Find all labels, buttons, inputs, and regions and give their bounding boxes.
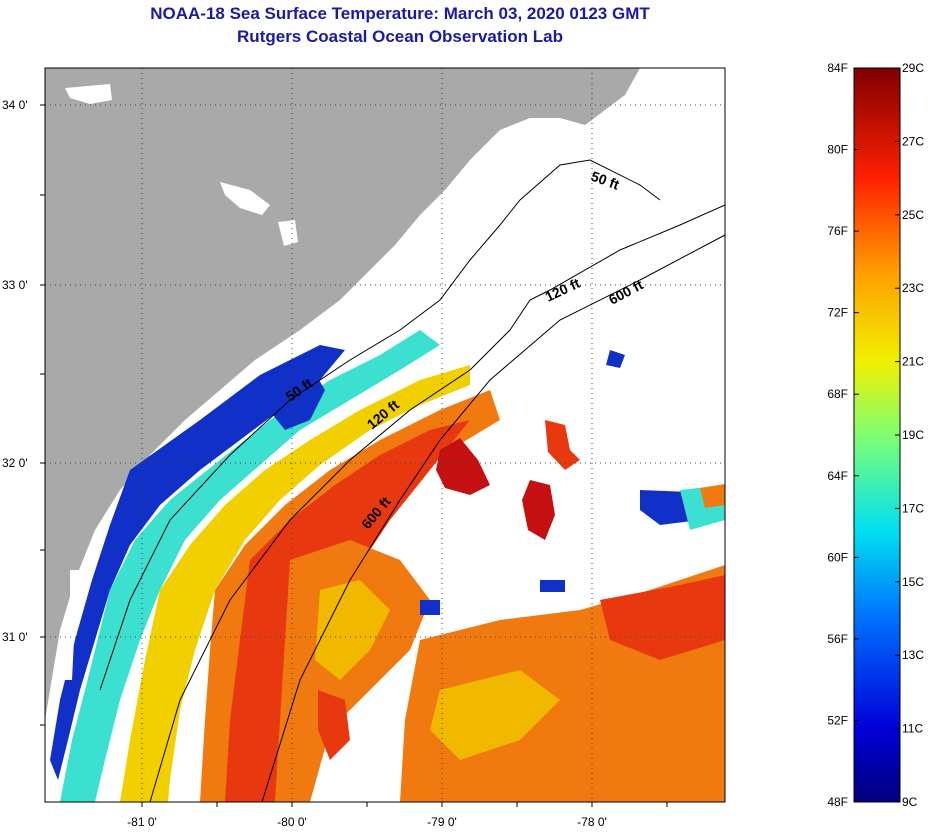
colorbar-label-f: 84F bbox=[827, 61, 848, 75]
colorbar-labels: 84F 80F 76F 72F 68F 64F 60F 56F 52F 48F 29C 27C 25C 2… bbox=[827, 61, 924, 809]
contour-50ft bbox=[99, 159, 661, 691]
land-mass bbox=[45, 68, 640, 720]
colorbar-label-c: 9C bbox=[902, 795, 918, 809]
colorbar-label-f: 64F bbox=[827, 469, 848, 483]
contour-120ft bbox=[149, 204, 725, 802]
lon-label-78: -78 0' bbox=[577, 815, 607, 829]
colorbar-label-f: 60F bbox=[827, 550, 848, 564]
colorbar-label-f: 72F bbox=[827, 306, 848, 320]
lat-label-33: 33 0' bbox=[2, 278, 28, 292]
colorbar-label-f: 48F bbox=[827, 795, 848, 809]
contour-600ft bbox=[261, 234, 725, 802]
map-subtitle: Rutgers Coastal Ocean Observation Lab bbox=[237, 27, 563, 46]
map-title: NOAA-18 Sea Surface Temperature: March 0… bbox=[150, 4, 650, 23]
colorbar-label-f: 80F bbox=[827, 143, 848, 157]
lon-label-80: -80 0' bbox=[277, 815, 307, 829]
colorbar-label-c: 21C bbox=[902, 355, 924, 369]
lon-label-79: -79 0' bbox=[427, 815, 457, 829]
colorbar-label-c: 27C bbox=[902, 134, 924, 148]
colorbar-label-c: 19C bbox=[902, 428, 924, 442]
colorbar-label-f: 52F bbox=[827, 713, 848, 727]
lat-label-31: 31 0' bbox=[2, 630, 28, 644]
colorbar-label-c: 25C bbox=[902, 208, 924, 222]
colorbar-label-f: 68F bbox=[827, 387, 848, 401]
colorbar bbox=[853, 67, 901, 803]
colorbar-label-c: 13C bbox=[902, 648, 924, 662]
lat-label-34: 34 0' bbox=[2, 98, 28, 112]
colorbar-label-f: 56F bbox=[827, 632, 848, 646]
colorbar-label-c: 11C bbox=[902, 722, 923, 736]
colorbar-label-c: 23C bbox=[902, 281, 924, 295]
colorbar-label-f: 76F bbox=[827, 224, 848, 238]
plot-frame bbox=[44, 67, 726, 803]
lat-label-32: 32 0' bbox=[2, 456, 28, 470]
colorbar-label-c: 29C bbox=[902, 61, 924, 75]
colorbar-label-c: 15C bbox=[902, 575, 924, 589]
colorbar-label-c: 17C bbox=[902, 501, 924, 515]
lon-label-81: -81 0' bbox=[127, 815, 157, 829]
sst-field bbox=[45, 68, 725, 802]
